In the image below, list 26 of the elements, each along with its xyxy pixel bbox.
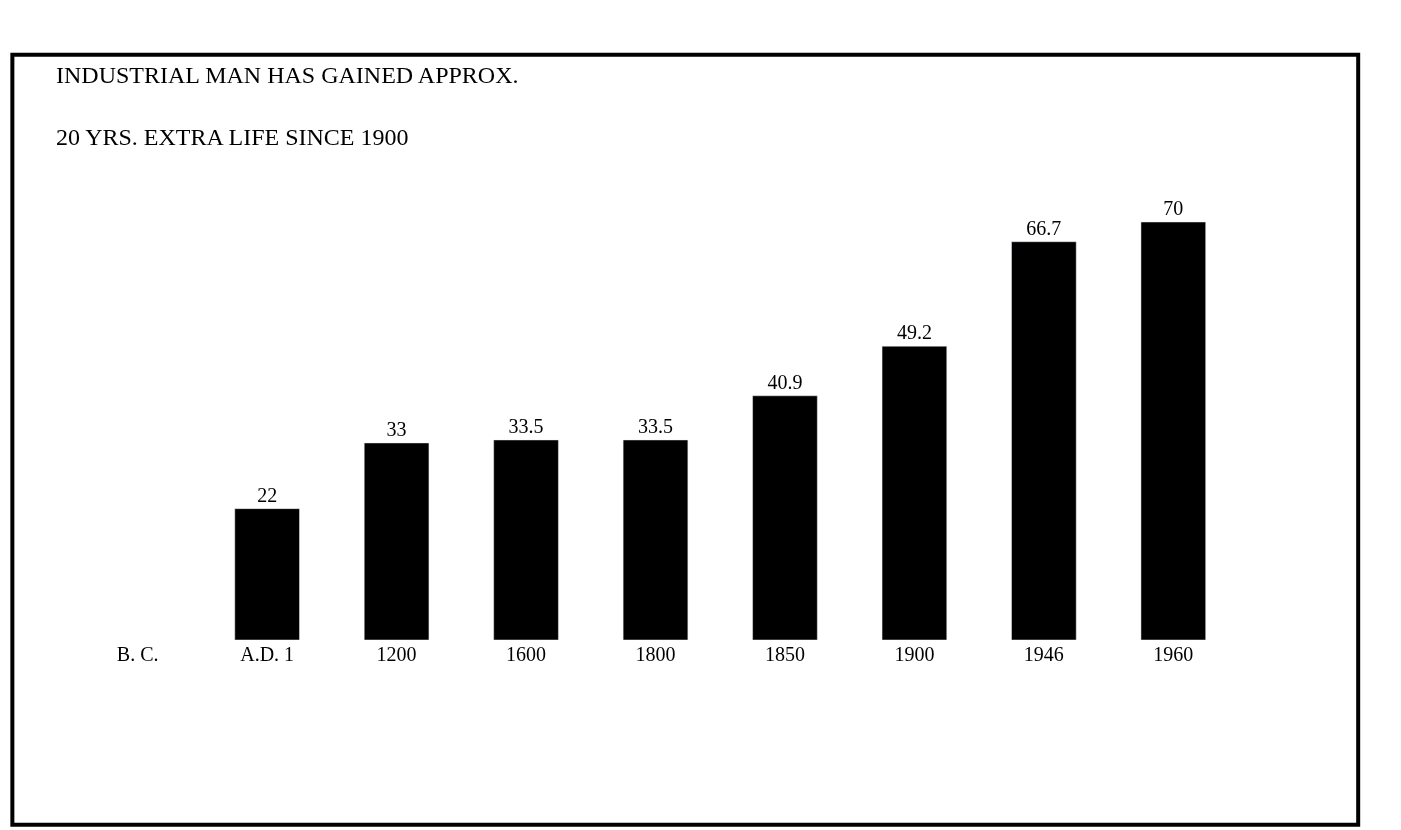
data-label: 33.5 [638,414,673,437]
bar [1140,221,1206,640]
x-tick-label: A.D. 1 [240,643,295,665]
x-tick-label: 1200 [376,643,417,665]
x-tick-label: B. C. [116,643,159,665]
bar [493,439,559,640]
data-label: 33 [386,417,407,440]
data-label: 49.2 [896,321,932,344]
x-tick-label: 1900 [894,643,935,665]
x-tick-label: 1800 [635,643,676,665]
bar [234,508,300,640]
bar [363,442,430,640]
bar [1011,241,1077,640]
bar [752,395,818,640]
data-label: 40.9 [767,370,803,393]
data-label: 33.5 [508,414,544,437]
x-tick-label: 1850 [764,643,805,665]
x-tick-label: 1946 [1023,643,1064,665]
data-label: 22 [257,483,278,506]
data-label: 70 [1163,197,1184,219]
chart-title: INDUSTRIAL MAN HAS GAINED APPROX. 20 YRS. EXTRA LIFE SINCE 1900 [56,62,519,151]
x-tick-label: 1600 [506,643,547,665]
bar [622,439,689,640]
x-tick-label: 1960 [1153,643,1194,665]
data-label: 66.7 [1026,216,1062,239]
bar [881,345,948,640]
